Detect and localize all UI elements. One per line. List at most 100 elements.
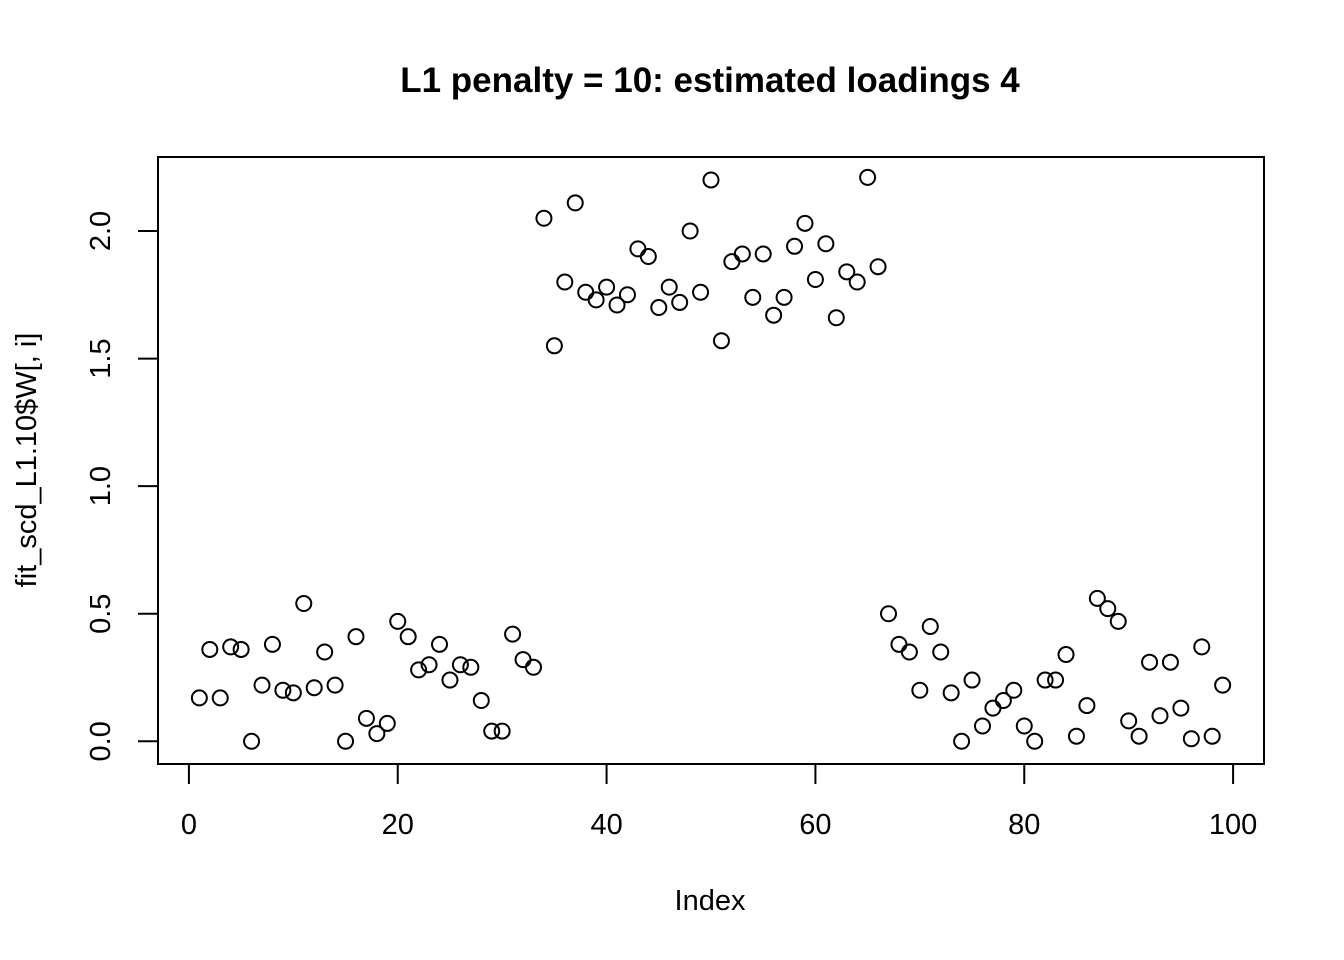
data-point bbox=[942, 684, 960, 702]
data-point bbox=[326, 676, 344, 694]
y-axis: 0.0 0.5 1.0 1.5 2.0 bbox=[85, 211, 159, 761]
data-point bbox=[1109, 612, 1127, 630]
data-point bbox=[848, 273, 866, 291]
data-point bbox=[1151, 707, 1169, 725]
data-point bbox=[817, 235, 835, 253]
data-point bbox=[1005, 681, 1023, 699]
y-tick-label: 1.5 bbox=[85, 338, 117, 378]
data-point bbox=[660, 278, 678, 296]
chart-title: L1 penalty = 10: estimated loadings 4 bbox=[400, 61, 1020, 100]
data-point bbox=[535, 209, 553, 227]
data-point bbox=[827, 309, 845, 327]
data-point bbox=[410, 661, 428, 679]
data-point bbox=[598, 278, 616, 296]
data-point bbox=[984, 699, 1002, 717]
data-point bbox=[399, 628, 417, 646]
data-point bbox=[295, 595, 313, 613]
data-point bbox=[504, 625, 522, 643]
data-point bbox=[900, 643, 918, 661]
data-point bbox=[222, 638, 240, 656]
data-point bbox=[1036, 671, 1054, 689]
data-point bbox=[305, 679, 323, 697]
x-tick-label: 20 bbox=[382, 809, 414, 841]
data-point bbox=[201, 640, 219, 658]
data-point bbox=[973, 717, 991, 735]
data-point bbox=[1088, 589, 1106, 607]
data-point bbox=[1047, 671, 1065, 689]
data-point bbox=[211, 689, 229, 707]
data-point bbox=[754, 245, 772, 263]
data-point bbox=[1026, 732, 1044, 750]
data-point bbox=[1120, 712, 1138, 730]
data-point bbox=[608, 296, 626, 314]
data-point bbox=[232, 640, 250, 658]
data-point bbox=[441, 671, 459, 689]
data-point bbox=[921, 617, 939, 635]
data-point bbox=[483, 722, 501, 740]
data-point bbox=[274, 681, 292, 699]
data-point bbox=[838, 263, 856, 281]
data-point bbox=[963, 671, 981, 689]
data-point bbox=[556, 273, 574, 291]
data-point bbox=[566, 194, 584, 212]
data-point bbox=[1099, 600, 1117, 618]
data-point bbox=[1067, 727, 1085, 745]
x-tick-label: 40 bbox=[590, 809, 622, 841]
y-axis-label: fit_scd_L1.10$W[, i] bbox=[11, 333, 43, 588]
x-axis-label: Index bbox=[675, 885, 746, 917]
data-point bbox=[765, 306, 783, 324]
y-tick-label: 0.0 bbox=[85, 721, 117, 761]
data-point bbox=[1214, 676, 1232, 694]
data-point bbox=[859, 168, 877, 186]
data-point bbox=[451, 656, 469, 674]
data-point bbox=[389, 612, 407, 630]
data-point bbox=[1182, 730, 1200, 748]
data-point bbox=[472, 691, 490, 709]
x-tick-label: 100 bbox=[1209, 809, 1257, 841]
data-point bbox=[744, 288, 762, 306]
data-point bbox=[629, 240, 647, 258]
data-point bbox=[420, 656, 438, 674]
x-tick-label: 80 bbox=[1008, 809, 1040, 841]
data-point bbox=[786, 237, 804, 255]
data-point bbox=[869, 258, 887, 276]
data-point bbox=[431, 635, 449, 653]
data-point bbox=[796, 214, 814, 232]
data-point bbox=[514, 651, 532, 669]
data-point bbox=[243, 732, 261, 750]
data-point bbox=[368, 725, 386, 743]
x-tick-label: 0 bbox=[181, 809, 197, 841]
data-point bbox=[1078, 697, 1096, 715]
data-point bbox=[639, 248, 657, 266]
data-point bbox=[524, 658, 542, 676]
data-point bbox=[1141, 653, 1159, 671]
data-point bbox=[378, 714, 396, 732]
y-tick-label: 2.0 bbox=[85, 211, 117, 251]
data-point bbox=[545, 337, 563, 355]
plot-area-frame bbox=[157, 156, 1265, 765]
data-points bbox=[190, 168, 1232, 750]
data-point bbox=[316, 643, 334, 661]
data-point bbox=[1193, 638, 1211, 656]
data-point bbox=[1015, 717, 1033, 735]
x-tick-label: 60 bbox=[799, 809, 831, 841]
data-point bbox=[953, 732, 971, 750]
data-point bbox=[880, 605, 898, 623]
data-point bbox=[1203, 727, 1221, 745]
data-point bbox=[911, 681, 929, 699]
data-point bbox=[650, 299, 668, 317]
data-point bbox=[462, 658, 480, 676]
data-point bbox=[994, 691, 1012, 709]
data-point bbox=[618, 286, 636, 304]
data-point bbox=[1161, 653, 1179, 671]
data-point bbox=[357, 709, 375, 727]
data-point bbox=[1130, 727, 1148, 745]
y-tick-label: 1.0 bbox=[85, 466, 117, 506]
data-point bbox=[932, 643, 950, 661]
data-point bbox=[347, 628, 365, 646]
data-point bbox=[284, 684, 302, 702]
data-point bbox=[253, 676, 271, 694]
data-point bbox=[702, 171, 720, 189]
data-point bbox=[712, 332, 730, 350]
y-tick-label: 0.5 bbox=[85, 594, 117, 634]
